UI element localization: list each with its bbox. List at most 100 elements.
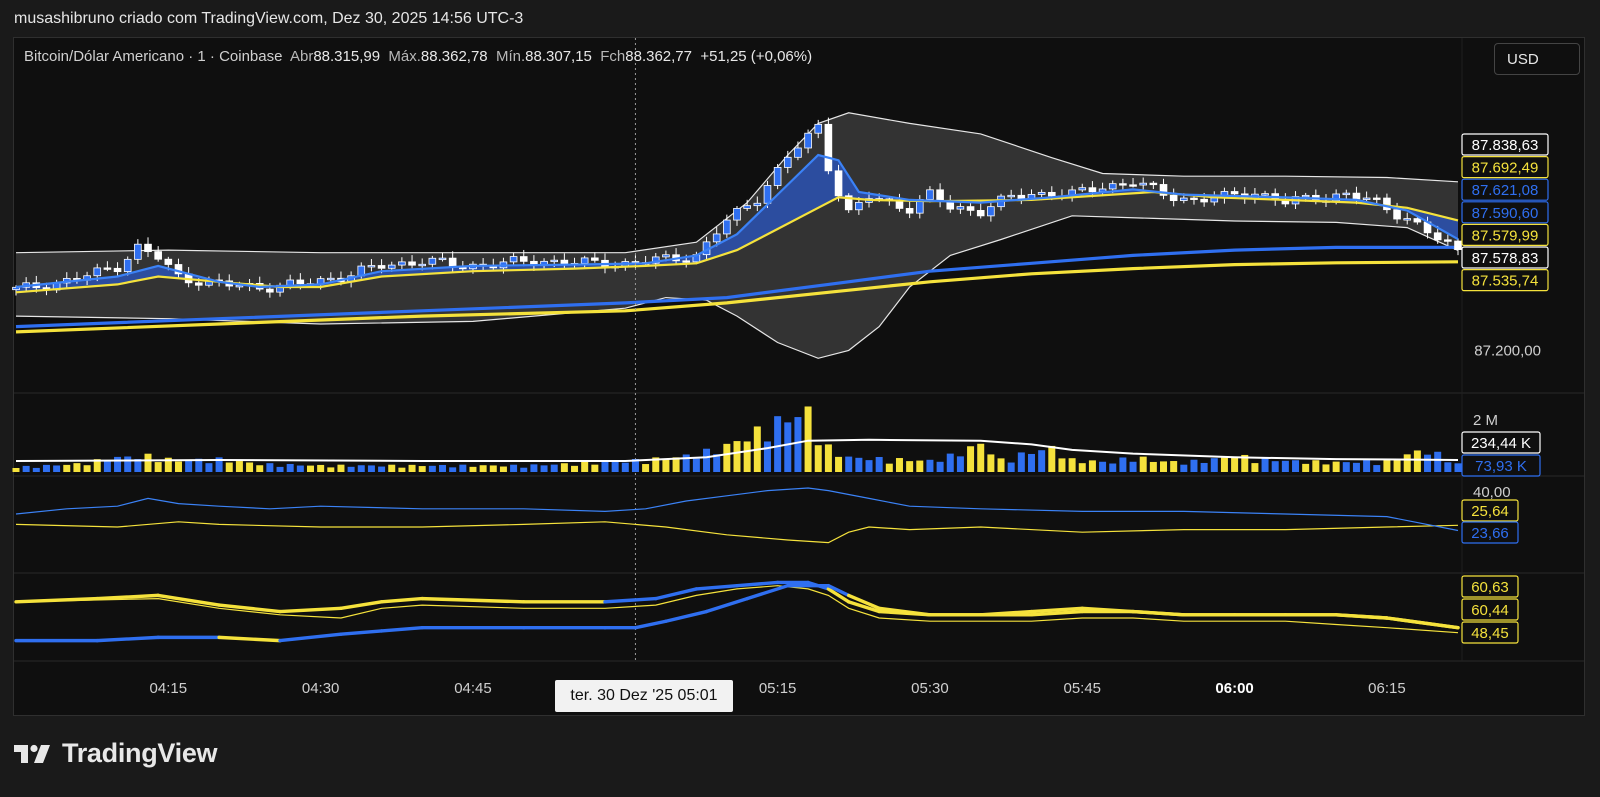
volume-bar [1170,461,1178,472]
candle-body [1454,240,1462,250]
volume-bar [378,466,386,472]
volume-bar [1352,462,1360,472]
volume-bar [1424,454,1432,472]
bollinger-upper-line [15,112,1459,254]
volume-bar [296,465,304,472]
volume-bar [631,459,639,472]
volume-bar [560,463,568,472]
volume-bar [42,464,50,472]
volume-bar [1383,459,1391,472]
volume-bar [1342,462,1350,472]
brand[interactable]: TradingView [14,738,218,769]
oscillator-2-lower-segment [877,606,932,617]
ma-long-yellow-line [15,260,1459,334]
symbol-label[interactable]: Bitcoin/Dólar Americano · 1 · Coinbase [24,48,283,65]
volume-bar [124,456,132,472]
volume-bar [256,465,264,472]
oscillator-2-main-segment [1029,609,1084,617]
volume-bar [1017,452,1025,472]
oscillator-1-label-badge [1461,521,1519,544]
volume-bar [215,457,223,472]
candle-body [1261,193,1269,196]
price-label-text: 87.621,08 [1472,182,1539,199]
bollinger-lower-line [15,215,1459,359]
oscillator-2-main-segment [379,596,424,604]
volume-bar [581,461,589,472]
volume-bar [1068,458,1076,472]
time-axis-tick-label: 04:45 [454,680,492,697]
price-label-text: 87.590,60 [1472,205,1539,222]
volume-bar [804,406,812,472]
volume-bar [875,456,883,472]
volume-bar [1027,453,1035,472]
candle-body [824,123,833,172]
low-label: Mín [495,48,521,65]
oscillator-2-main-segment [278,606,343,614]
candle-body [194,282,203,286]
volume-bar [408,464,416,472]
candle-body [936,189,944,202]
oscillator-1-yellow-line [15,521,1459,544]
price-label-badge [1461,269,1549,292]
volume-bar [286,463,294,472]
candle-body [1301,194,1310,198]
candle-body [367,265,376,268]
volume-bars-group [12,406,1462,472]
chart-frame[interactable] [13,37,1585,716]
candle-body [428,257,437,265]
volume-bar [1078,463,1086,472]
time-axis-tick-label: 05:15 [759,680,797,697]
oscillator-2-lower-segment [1385,616,1460,630]
candle-body [1230,191,1239,195]
time-axis-tick-label: 06:00 [1215,680,1253,697]
candle-body [905,208,914,214]
volume-bar [1109,463,1117,472]
volume-bar [784,422,792,472]
price-label-text: 87.578,83 [1472,250,1539,267]
volume-bar [916,460,924,472]
volume-bar [652,457,660,472]
volume-bar [774,416,782,472]
candle-body [580,257,589,264]
candle-body [519,256,528,262]
candle-body [1119,183,1127,186]
oscillator-2-main-segment [847,600,881,614]
candle-body [1362,197,1371,200]
price-label-text: 87.535,74 [1472,273,1539,290]
volume-bar [317,464,325,472]
oscillator-2-main-segment [694,583,739,591]
ma-long-blue-line [15,245,1459,329]
candle-body [418,263,426,267]
ema-fast-blue-line [15,153,1459,289]
candle-body [1372,197,1381,200]
oscillator-2-lower-segment [847,593,881,611]
volume-bar [388,464,396,472]
candle-body [723,219,731,235]
volume-bar [682,454,690,472]
oscillator-2-lower-segment [95,635,160,643]
time-axis-tick-label: 04:15 [150,680,188,697]
volume-bar [1261,457,1269,472]
oscillator-2-label-text: 48,45 [1471,625,1509,642]
volume-bar [367,465,375,472]
candle-body [12,286,20,291]
candle-body [763,185,772,204]
volume-bar [266,463,274,472]
volume-bar [1149,461,1157,472]
volume-bar [63,464,71,472]
candle-body [1037,191,1046,195]
oscillator-1-blue-line [15,487,1459,532]
volume-bar [428,465,436,472]
volume-bar [22,465,30,472]
volume-bar [164,457,172,472]
oscillator-2-lower-segment [1080,606,1135,614]
price-label-badge [1461,178,1549,201]
candle-body [1169,194,1178,202]
currency-selector[interactable]: USD [1494,43,1580,75]
candle-body [1149,182,1158,186]
price-label-text: 87.838,63 [1472,137,1539,154]
volume-bar [1363,460,1371,472]
volume-bar [703,448,711,472]
candle-body [1139,182,1147,186]
